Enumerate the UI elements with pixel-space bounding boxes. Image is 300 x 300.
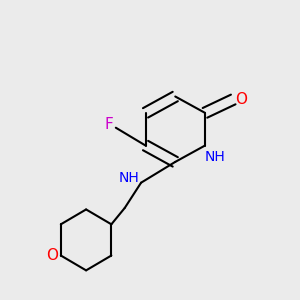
Text: O: O — [235, 92, 247, 107]
Text: O: O — [46, 248, 58, 263]
Text: NH: NH — [119, 171, 140, 185]
Text: F: F — [104, 117, 113, 132]
Text: NH: NH — [205, 150, 226, 164]
